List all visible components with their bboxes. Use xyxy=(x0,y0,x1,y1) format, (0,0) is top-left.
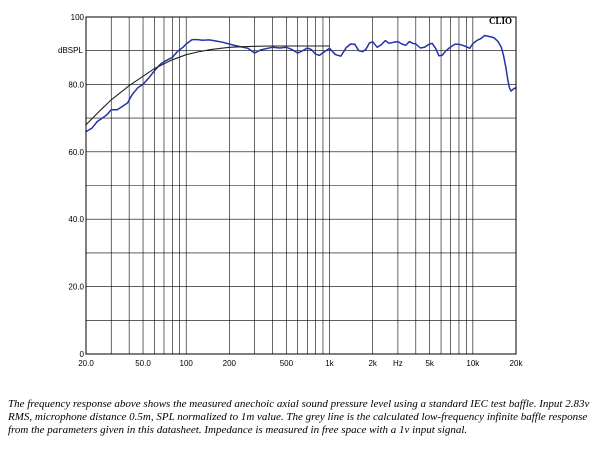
chart-caption: The frequency response above shows the m… xyxy=(8,398,590,436)
x-tick-label: Hz xyxy=(393,359,403,368)
y-axis-title: dBSPL xyxy=(58,46,83,55)
x-tick-label: 100 xyxy=(180,359,194,368)
y-tick-label: 60.0 xyxy=(68,148,84,157)
x-tick-label: 500 xyxy=(280,359,294,368)
grid-layer xyxy=(86,17,516,354)
x-tick-label: 1k xyxy=(325,359,334,368)
calculated-baffle-response-line xyxy=(85,45,331,126)
measured-response-line xyxy=(85,34,517,133)
y-tick-label: 20.0 xyxy=(68,283,84,292)
plot-frame xyxy=(85,16,517,355)
x-tick-label: 200 xyxy=(223,359,237,368)
x-tick-label: 20.0 xyxy=(78,359,94,368)
series-layer xyxy=(85,34,517,133)
x-tick-label: 5k xyxy=(425,359,434,368)
x-tick-label: 50.0 xyxy=(135,359,151,368)
y-tick-label: 0 xyxy=(80,350,85,359)
y-tick-label: 80.0 xyxy=(68,80,84,89)
x-tick-label: 20k xyxy=(510,359,524,368)
y-tick-label: 40.0 xyxy=(68,215,84,224)
x-tick-label: 2k xyxy=(368,359,377,368)
brand-label: CLIO xyxy=(489,16,512,26)
y-tick-label: 100 xyxy=(71,13,85,22)
x-tick-label: 10k xyxy=(466,359,480,368)
